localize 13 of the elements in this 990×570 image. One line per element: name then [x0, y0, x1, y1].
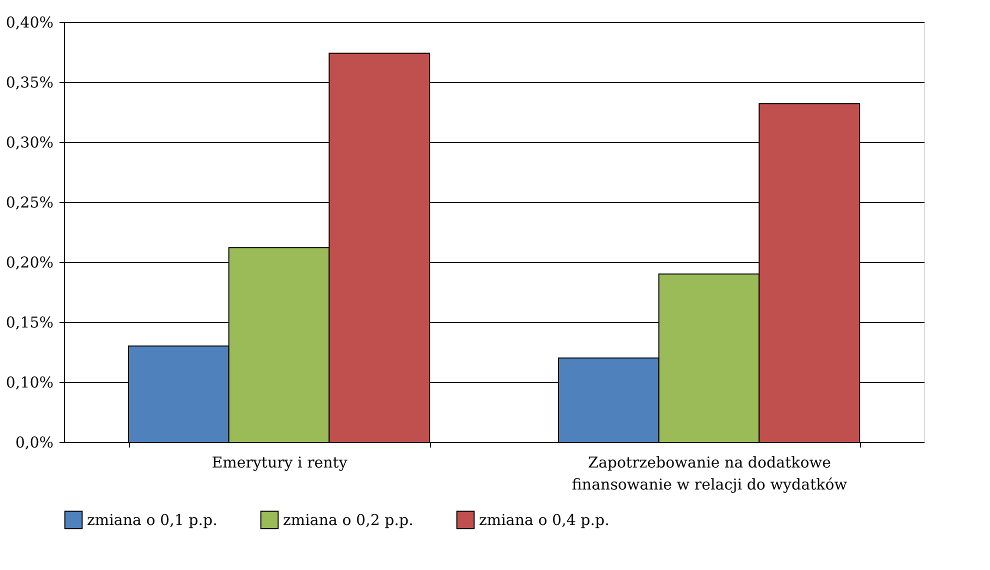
y-tick-label: 0,25%	[6, 194, 54, 212]
y-tick-label: 0,35%	[6, 74, 54, 92]
legend-label: zmiana o 0,2 p.p.	[283, 510, 414, 529]
legend-label: zmiana o 0,4 p.p.	[479, 510, 610, 529]
y-tick-label: 0,15%	[6, 314, 54, 332]
x-tick-label: Zapotrzebowanie na dodatkowe finansowanie w relacji do wydatków	[572, 454, 848, 494]
legend-label: zmiana o 0,1 p.p.	[87, 510, 218, 529]
x-tick-label: Emerytury i renty	[212, 454, 348, 472]
y-tick-label: 0,10%	[6, 374, 54, 392]
y-tick-label: 0,40%	[6, 14, 54, 32]
y-tick-label: 0,0%	[15, 434, 54, 452]
y-tick-label: 0,30%	[6, 134, 54, 152]
y-tick-label: 0,20%	[6, 254, 54, 272]
